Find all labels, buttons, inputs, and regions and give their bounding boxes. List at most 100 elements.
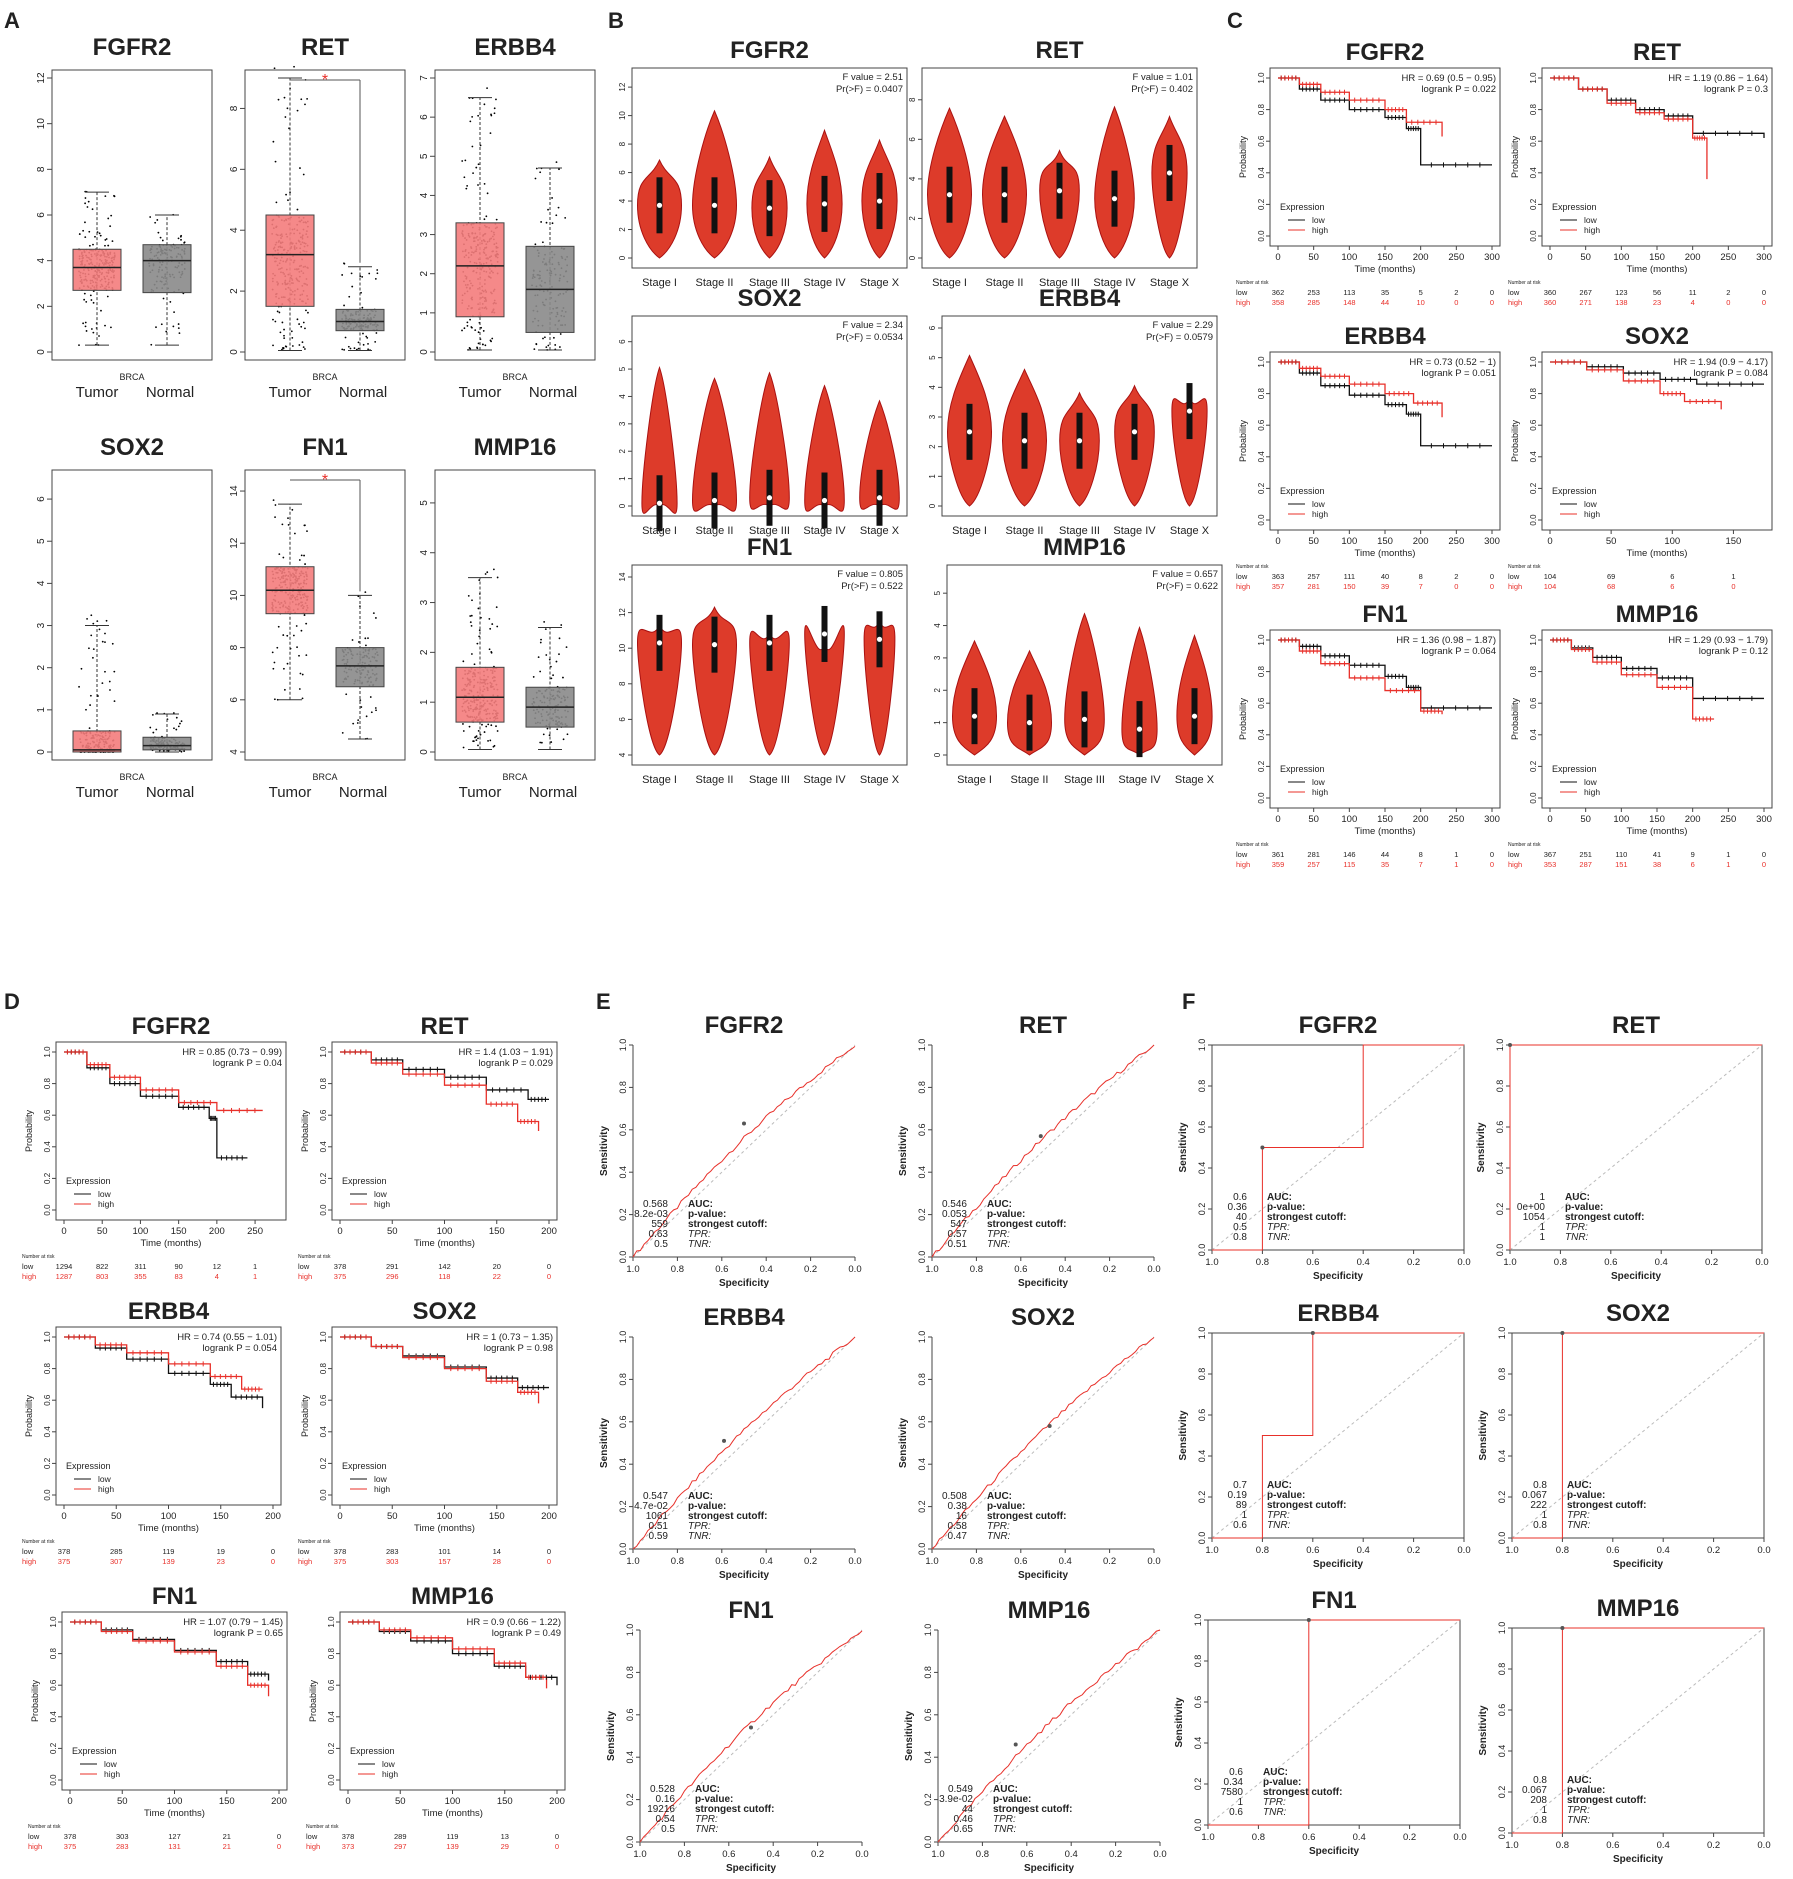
data-point (554, 344, 557, 346)
legend-low-label: low (374, 1474, 388, 1484)
risk-high-value: 353 (1544, 860, 1557, 869)
x-tick-label: 0.2 (1707, 1840, 1720, 1851)
y-tick-label: 1.0 (319, 1046, 328, 1058)
panel-label-a: A (4, 8, 20, 33)
data-point (272, 344, 274, 347)
risk-low-value: 311 (134, 1262, 146, 1271)
risk-high-value: 0 (271, 1557, 275, 1566)
data-point (466, 321, 469, 324)
chart-title: MMP16 (474, 434, 557, 461)
x-tick-label: 0.0 (1757, 1840, 1770, 1851)
category-label: BRCA (312, 772, 337, 782)
stage-label: Stage X (1170, 525, 1210, 537)
data-point (301, 341, 304, 344)
roc-stat-value: 1 (1539, 1232, 1545, 1243)
f-value: F value = 0.805 (837, 569, 903, 580)
data-point (471, 326, 473, 329)
x-tick-label: 0.2 (1707, 1545, 1720, 1556)
y-tick-label: 2 (618, 448, 627, 453)
data-point (84, 325, 87, 328)
data-point (90, 614, 93, 617)
data-point (547, 344, 550, 347)
data-point (485, 215, 488, 218)
logrank-p: logrank P = 0.04 (213, 1058, 282, 1069)
y-tick-label: 12 (36, 72, 47, 84)
legend-high-label: high (98, 1484, 114, 1494)
data-point (533, 348, 536, 351)
p-value: Pr(>F) = 0.622 (1156, 581, 1218, 592)
y-axis-label: Sensitivity (606, 1711, 617, 1761)
x-axis-label: Time (months) (1355, 548, 1416, 559)
y-tick-label: 8 (36, 166, 47, 172)
legend-low-label: low (98, 1474, 112, 1484)
data-point (111, 642, 114, 645)
legend-low-label: low (1312, 777, 1326, 787)
data-point (282, 347, 285, 350)
data-point (304, 348, 306, 350)
data-point (306, 530, 308, 533)
risk-high-value: 131 (168, 1842, 181, 1851)
x-tick-label: 50 (395, 1796, 406, 1807)
data-point (283, 688, 286, 691)
data-point (475, 166, 478, 169)
hazard-ratio: HR = 1.94 (0.9 − 4.17) (1673, 357, 1768, 368)
normal-box (335, 308, 385, 332)
x-tick-label: 0.2 (1103, 1556, 1116, 1567)
x-tick-label: 200 (209, 1226, 225, 1237)
hazard-ratio: HR = 0.85 (0.73 − 0.99) (182, 1047, 282, 1058)
y-tick-label: 0.6 (43, 1109, 52, 1121)
risk-high-value: 373 (342, 1842, 355, 1851)
y-tick-label: 0.2 (1257, 760, 1266, 772)
data-point (365, 335, 368, 338)
data-point (179, 235, 182, 238)
risk-low-value: 2 (1454, 288, 1458, 297)
data-point (550, 677, 553, 680)
data-point (496, 730, 499, 732)
data-point (351, 639, 354, 641)
data-point (475, 739, 478, 742)
data-point (540, 741, 543, 744)
roc-stat-label: TNR: (987, 1531, 1011, 1542)
hazard-ratio: HR = 0.74 (0.55 − 1.01) (177, 1332, 277, 1343)
x-tick-label: 0.6 (1606, 1840, 1619, 1851)
chart-title: RET (1019, 1012, 1067, 1039)
data-point (111, 240, 114, 243)
data-point (551, 222, 554, 225)
y-tick-label: 8 (229, 644, 240, 650)
roc-stat-value: 0.65 (954, 1824, 974, 1835)
y-tick-label: 0.0 (1257, 514, 1266, 526)
y-tick-label: 0.2 (43, 1172, 52, 1184)
x-tick-label: 150 (213, 1511, 229, 1522)
x-tick-label: 200 (1413, 536, 1429, 547)
x-axis-label: Time (months) (414, 1523, 475, 1534)
risk-high-value: 0 (1490, 860, 1494, 869)
risk-low-value: 35 (1381, 288, 1389, 297)
y-tick-label: 12 (618, 608, 627, 617)
legend-title: Expression (1280, 764, 1325, 774)
risk-low-value: 378 (58, 1547, 71, 1556)
data-point (78, 344, 80, 347)
data-point (304, 103, 306, 106)
x-tick-label: 0.6 (1306, 1545, 1319, 1556)
legend-low-label: low (382, 1759, 396, 1769)
risk-low-value: 9 (1691, 850, 1695, 859)
stage-label: Stage I (952, 525, 987, 537)
y-tick-label: 0.8 (618, 1081, 628, 1094)
roc-chart-fgfr2: FGFR2 0.0 0.2 0.4 0.6 0.8 1.0 1.0 0.8 0.6 0.4 0.2 0.… (599, 1012, 862, 1289)
data-point (559, 333, 562, 335)
risk-low-value: 113 (1343, 288, 1355, 297)
stage-label: Stage I (957, 774, 992, 786)
plot-frame (434, 69, 596, 361)
y-tick-label: 1.0 (917, 1331, 927, 1344)
y-axis-label: Probability (30, 1679, 40, 1722)
risk-low-value: 104 (1544, 572, 1557, 581)
y-tick-label: 5 (419, 500, 430, 506)
data-point (361, 306, 364, 309)
y-tick-label: 0 (933, 752, 942, 757)
x-axis-label: Time (months) (1627, 548, 1688, 559)
y-tick-label: 0.2 (1529, 198, 1538, 210)
data-point (547, 208, 549, 211)
data-point (483, 731, 486, 733)
risk-high-value: 1 (253, 1272, 257, 1281)
